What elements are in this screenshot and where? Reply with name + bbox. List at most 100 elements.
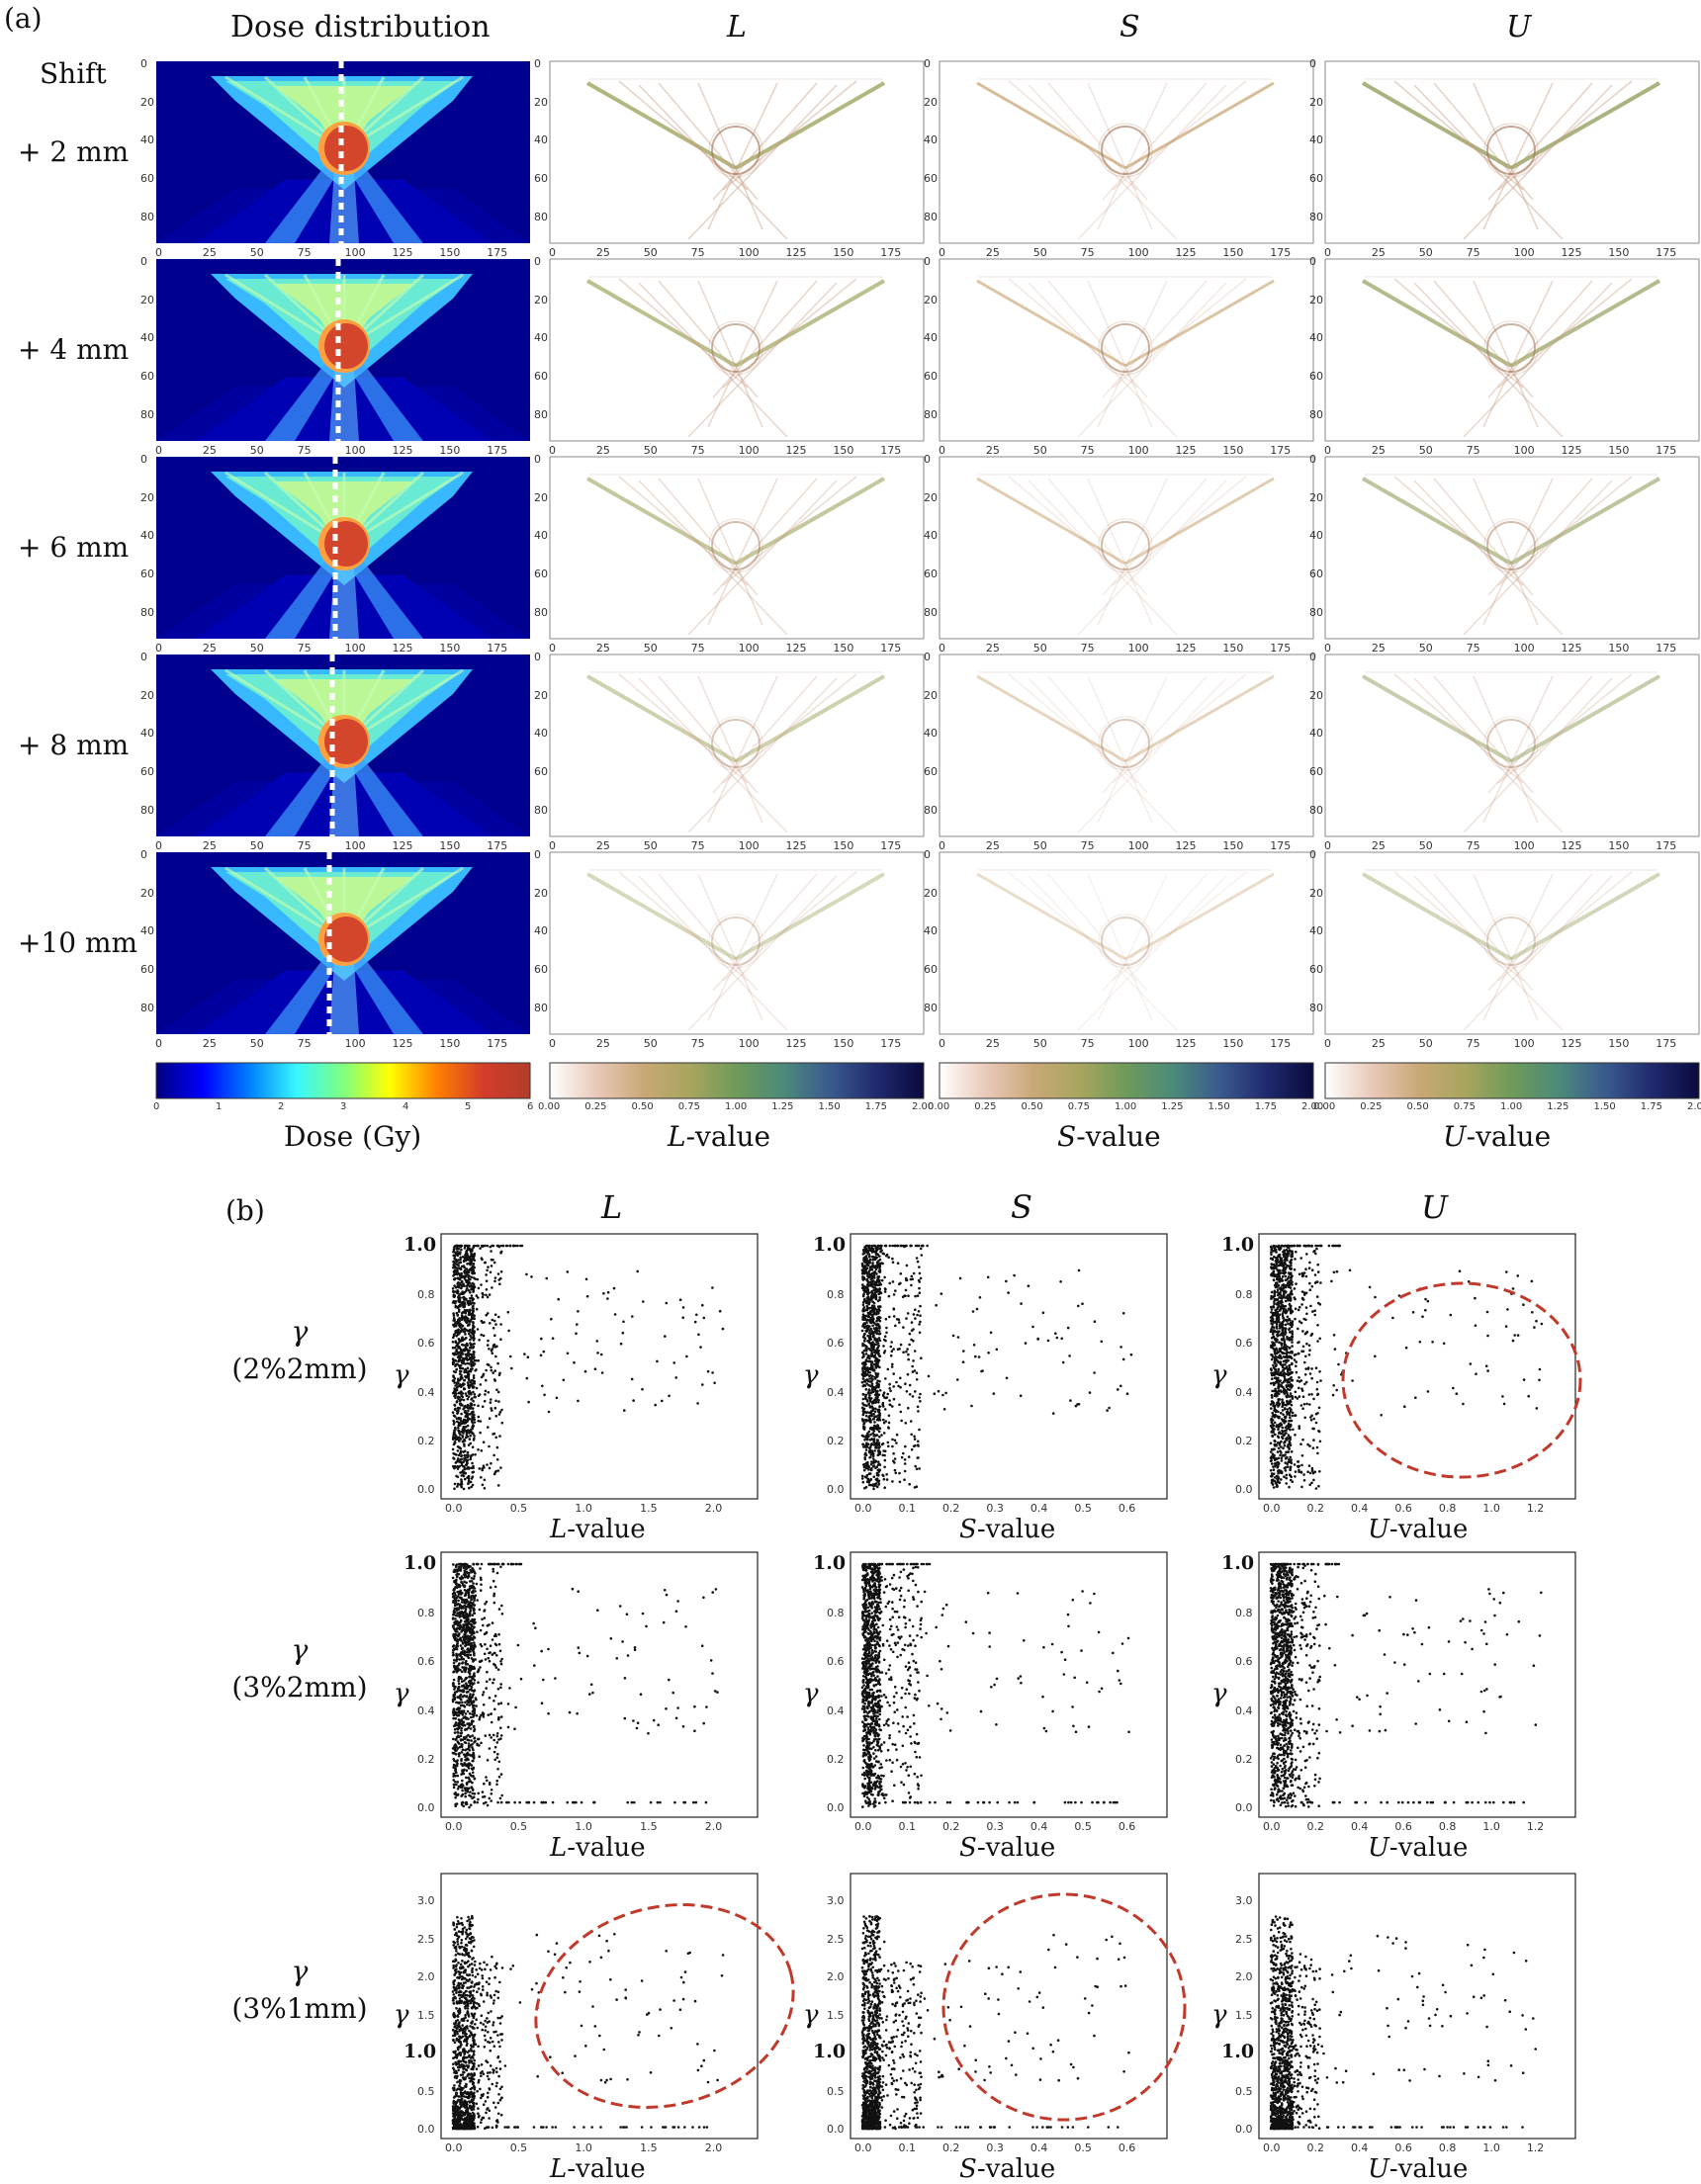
scatter-ytick: 0.0 [1235,1483,1253,1496]
u-xtick: 25 [1372,1037,1386,1050]
colorbar-tick: 0.50 [1022,1101,1043,1112]
u-ytick: 0 [1309,255,1316,268]
l-xtick: 125 [785,642,806,655]
colorbar-tick: 0.00 [538,1101,560,1112]
colorbar-label: L-value [668,1120,770,1153]
scatter-xtick: 1.0 [1482,2141,1500,2154]
scatter-ytick: 0.0 [827,1483,845,1496]
scatter-plot [850,1552,1167,1817]
u-ytick: 0 [1309,848,1316,861]
s-ytick: 80 [924,211,938,223]
scatter-xlabel-suffix: -value [567,2154,645,2184]
scatter-xtick: 0.4 [1351,1502,1369,1515]
s-ytick: 20 [924,294,938,306]
l-xtick: 150 [833,444,853,457]
l-xtick: 50 [644,642,658,655]
colorbar-tick: 0.00 [1313,1101,1335,1112]
s-map [940,852,1313,1034]
scatter-xlabel-suffix: -value [977,1515,1055,1544]
dose-xtick: 50 [250,1037,264,1050]
scatter-xlabel-var: L [550,1515,567,1544]
dose-ytick: 20 [140,294,154,306]
scatter-xtick: 0.1 [898,1820,916,1833]
colorbar-tick: 1.50 [819,1101,841,1112]
scatter-xlabel-suffix: -value [977,1833,1055,1863]
scatter-ytick: 0.6 [1235,1655,1253,1668]
u-xtick: 150 [1608,642,1629,655]
scatter-ytick-bold: 1.0 [403,1234,436,1256]
scatter-plot [441,1234,758,1499]
scatter-ytick: 0.4 [827,1386,845,1399]
l-xtick: 0 [549,444,556,457]
dose-xtick: 25 [203,839,217,852]
l-xtick: 0 [549,1037,556,1050]
u-xtick: 175 [1656,642,1676,655]
scatter-ytick: 0.6 [827,1655,845,1668]
l-ytick: 80 [534,408,548,421]
scatter-xtick: 0.0 [854,2141,872,2154]
s-xtick: 100 [1128,444,1149,457]
s-xtick: 50 [1033,246,1047,259]
dose-xtick: 150 [439,246,460,259]
gamma-row-label: γ(3%2mm) [216,1631,384,1706]
dose-map [156,852,530,1034]
l-map [550,259,924,441]
panel-b-label: (b) [225,1194,265,1227]
scatter-xtick: 1.2 [1527,2141,1545,2154]
scatter-xtick: 1.2 [1527,1820,1545,1833]
scatter-ytick: 0.0 [417,1483,435,1496]
colorbar [156,1063,530,1098]
dose-xtick: 100 [345,839,366,852]
u-ytick: 80 [1309,211,1323,223]
s-xtick: 125 [1175,839,1196,852]
dose-xtick: 125 [392,444,412,457]
scatter-ytick: 2.0 [417,1970,435,1983]
dose-xtick: 175 [487,839,507,852]
u-ytick: 20 [1309,689,1323,702]
scatter-xlabel: S-value [959,1515,1055,1544]
s-xtick: 150 [1222,444,1243,457]
scatter-ytick: 0.2 [1235,1753,1253,1766]
dose-ytick: 40 [140,331,154,344]
u-ytick: 0 [1309,453,1316,466]
gamma-row-label: γ(3%1mm) [216,1953,384,2028]
u-ytick: 80 [1309,804,1323,817]
scatter-ytick: 0.6 [1235,1337,1253,1350]
l-ytick: 60 [534,172,548,185]
dose-xtick: 25 [203,444,217,457]
scatter-xlabel-var: S [959,1515,977,1544]
scatter-ytick: 0.6 [827,1337,845,1350]
scatter-ytick: 0.0 [417,1801,435,1814]
s-xtick: 100 [1128,246,1149,259]
scatter-ytick: 0.8 [1235,1607,1253,1619]
u-xtick: 175 [1656,246,1676,259]
scatter-ytick: 0.2 [417,1435,435,1447]
s-xtick: 125 [1175,246,1196,259]
scatter-xtick: 0.4 [1351,1820,1369,1833]
l-xtick: 100 [739,642,760,655]
s-xtick: 125 [1175,642,1196,655]
s-ytick: 80 [924,606,938,619]
scatter-xlabel: U-value [1368,1833,1468,1863]
dose-xtick: 175 [487,444,507,457]
s-ytick: 0 [924,255,931,268]
colorbar [1325,1063,1699,1098]
scatter-xtick: 0.0 [1263,1502,1281,1515]
s-xtick: 0 [939,444,945,457]
scatter-ytick: 2.5 [417,1933,435,1946]
gamma-symbol: γ [216,1953,384,1990]
scatter-xtick: 0.4 [1351,2141,1369,2154]
scatter-ytick: 1.5 [1235,2009,1253,2022]
l-ytick: 20 [534,689,548,702]
scatter-ytick-bold: 1.0 [813,2041,846,2062]
l-xtick: 0 [549,246,556,259]
scatter-xtick: 0.5 [510,1502,528,1515]
dose-xtick: 175 [487,1037,507,1050]
dose-ytick: 80 [140,606,154,619]
scatter-xtick: 1.2 [1527,1502,1545,1515]
scatter-ytick: 0.4 [1235,1386,1253,1399]
scatter-xtick: 0.8 [1439,1820,1457,1833]
u-xtick: 150 [1608,1037,1629,1050]
scatter-xtick: 0.1 [898,2141,916,2154]
scatter-xlabel: U-value [1368,1515,1468,1544]
